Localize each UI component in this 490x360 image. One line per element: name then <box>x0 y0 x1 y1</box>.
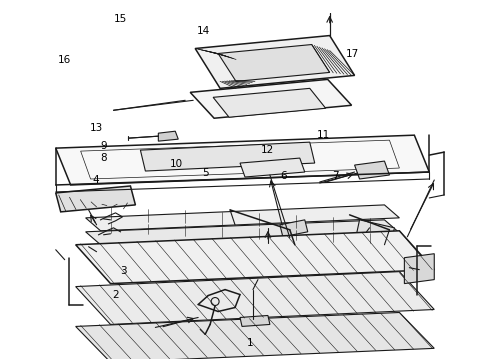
Polygon shape <box>195 36 355 88</box>
Text: 13: 13 <box>90 123 103 133</box>
Polygon shape <box>280 220 308 237</box>
Text: 2: 2 <box>112 290 119 300</box>
Text: 12: 12 <box>260 144 273 154</box>
Polygon shape <box>158 131 178 141</box>
Polygon shape <box>190 80 352 118</box>
Polygon shape <box>75 312 434 360</box>
Polygon shape <box>357 220 394 242</box>
Polygon shape <box>86 205 399 231</box>
Text: 1: 1 <box>246 338 253 348</box>
Polygon shape <box>218 45 330 81</box>
Polygon shape <box>141 142 315 171</box>
Polygon shape <box>240 315 270 327</box>
Text: 11: 11 <box>317 130 330 140</box>
Text: 14: 14 <box>197 26 210 36</box>
Polygon shape <box>56 135 429 185</box>
Polygon shape <box>213 88 326 117</box>
Text: 8: 8 <box>100 153 107 163</box>
Text: 17: 17 <box>346 49 359 59</box>
Polygon shape <box>240 158 305 177</box>
Text: 15: 15 <box>114 14 127 24</box>
Text: 5: 5 <box>203 168 209 178</box>
Polygon shape <box>404 254 434 284</box>
Polygon shape <box>75 231 434 284</box>
Polygon shape <box>56 186 135 212</box>
Text: 10: 10 <box>170 159 183 169</box>
Polygon shape <box>75 272 434 324</box>
Polygon shape <box>355 161 390 179</box>
Polygon shape <box>86 220 399 245</box>
Text: 4: 4 <box>93 175 99 185</box>
Text: 9: 9 <box>100 141 107 151</box>
Text: 7: 7 <box>332 171 339 181</box>
Text: 16: 16 <box>58 55 71 65</box>
Polygon shape <box>81 140 399 179</box>
Text: 3: 3 <box>120 266 126 276</box>
Text: 6: 6 <box>281 171 287 181</box>
